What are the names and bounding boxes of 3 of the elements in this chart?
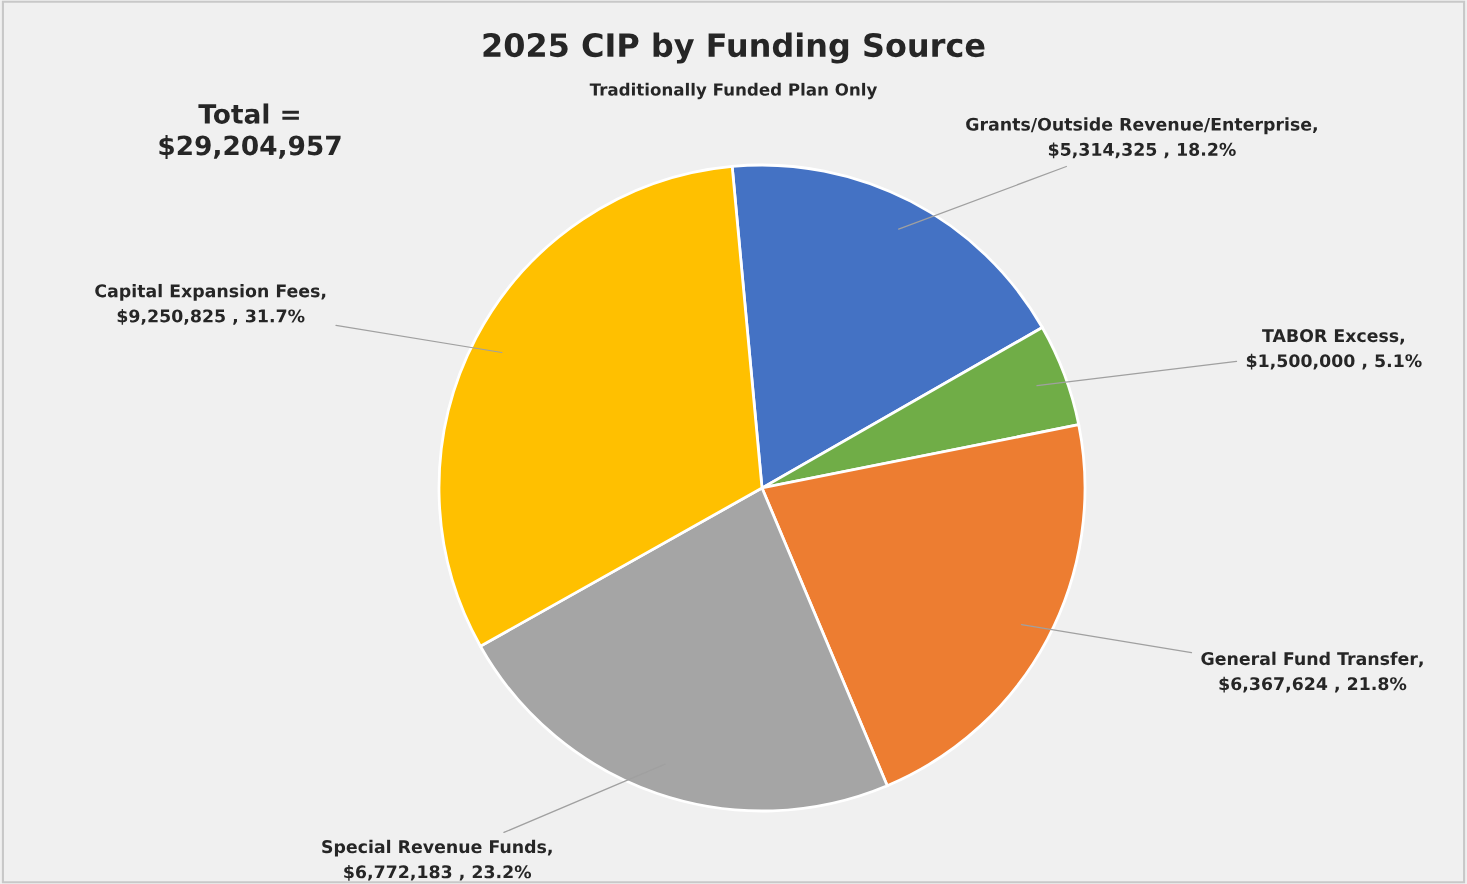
chart-title: 2025 CIP by Funding Source: [483, 32, 985, 64]
chart-subtitle: Traditionally Funded Plan Only: [589, 82, 878, 100]
text: Total = $29,204,957: [159, 103, 341, 159]
